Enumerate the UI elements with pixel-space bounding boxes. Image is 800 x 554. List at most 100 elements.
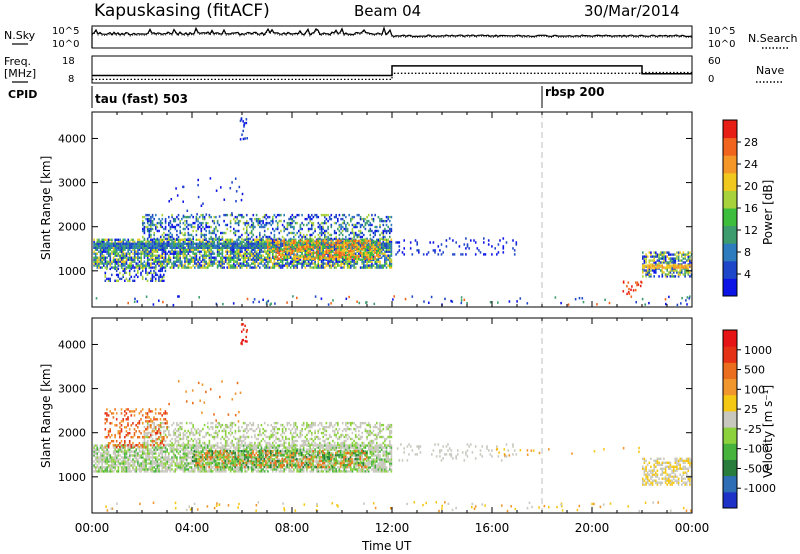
power-pixel xyxy=(677,253,680,256)
power-pixel xyxy=(218,235,220,239)
velocity-pixel xyxy=(103,456,105,459)
power-pixel xyxy=(164,244,167,247)
power-pixel xyxy=(202,266,204,269)
power-pixel xyxy=(250,250,253,253)
power-pixel xyxy=(384,229,386,233)
power-pixel xyxy=(286,258,289,261)
power-pixel xyxy=(137,238,139,241)
power-pixel xyxy=(242,260,245,263)
velocity-pixel xyxy=(106,470,108,473)
power-pixel xyxy=(150,266,152,269)
power-pixel xyxy=(677,257,680,260)
power-pixel xyxy=(143,237,146,241)
power-pixel xyxy=(281,235,284,239)
power-pixel xyxy=(346,249,349,252)
power-pixel xyxy=(114,252,116,255)
power-pixel xyxy=(125,262,128,265)
power-pixel xyxy=(299,233,302,237)
power-pixel xyxy=(228,256,230,259)
power-pixel xyxy=(116,250,118,253)
power-pixel xyxy=(319,241,321,245)
power-pixel xyxy=(233,231,235,235)
power-pixel xyxy=(291,249,293,252)
power-pixel xyxy=(280,213,282,217)
power-pixel xyxy=(281,239,284,243)
power-pixel xyxy=(224,223,227,227)
power-pixel xyxy=(155,266,157,269)
power-pixel xyxy=(363,262,365,265)
power-pixel xyxy=(179,264,181,267)
power-pixel xyxy=(307,227,310,231)
velocity-pixel xyxy=(145,466,147,469)
power-pixel xyxy=(296,245,298,249)
power-pixel xyxy=(249,246,251,249)
power-pixel xyxy=(272,238,274,241)
power-pixel xyxy=(242,244,245,247)
power-pixel xyxy=(98,242,100,245)
power-pixel xyxy=(346,264,349,267)
velocity-pixel xyxy=(124,456,126,459)
power-pixel xyxy=(146,246,149,249)
power-pixel xyxy=(194,246,196,249)
power-pixel xyxy=(233,258,235,261)
power-pixel xyxy=(288,262,290,265)
power-pixel xyxy=(140,273,142,277)
power-pixel xyxy=(377,215,380,219)
power-pixel xyxy=(148,227,151,231)
power-pixel xyxy=(353,235,355,239)
power-pixel xyxy=(114,238,116,241)
power-pixel xyxy=(252,262,255,265)
power-pixel xyxy=(265,223,268,227)
power-pixel xyxy=(151,277,154,281)
velocity-pixel xyxy=(164,470,167,473)
velocity-pixel xyxy=(161,466,164,469)
power-pixel xyxy=(372,219,375,223)
power-pixel xyxy=(281,262,284,265)
power-pixel xyxy=(676,269,678,272)
power-pixel xyxy=(164,227,167,231)
power-pixel xyxy=(259,250,261,253)
power-pixel xyxy=(301,249,303,252)
power-pixel xyxy=(200,233,203,237)
power-pixel xyxy=(208,260,211,263)
power-pixel xyxy=(341,221,344,225)
power-pixel xyxy=(291,245,293,249)
power-pixel xyxy=(249,252,251,255)
power-pixel xyxy=(651,269,654,272)
power-pixel xyxy=(265,252,268,255)
power-pixel xyxy=(265,242,268,245)
power-pixel xyxy=(377,238,380,241)
power-pixel xyxy=(130,266,133,269)
freq-series xyxy=(92,65,692,81)
power-pixel xyxy=(146,279,149,282)
power-pixel xyxy=(228,266,230,269)
power-pixel xyxy=(184,252,186,255)
power-pixel xyxy=(270,231,272,235)
power-pixel xyxy=(187,260,190,263)
power-pixel xyxy=(187,231,190,235)
power-pixel xyxy=(231,238,233,241)
power-pixel xyxy=(246,264,248,267)
power-pixel xyxy=(272,240,274,243)
power-pixel xyxy=(184,256,186,259)
power-pixel xyxy=(351,258,354,261)
power-pixel xyxy=(252,223,255,227)
power-pixel xyxy=(166,244,168,247)
power-pixel xyxy=(101,244,103,247)
power-pixel xyxy=(208,215,211,219)
power-pixel xyxy=(653,251,655,254)
power-pixel xyxy=(151,248,154,251)
power-pixel xyxy=(120,250,123,253)
power-pixel xyxy=(302,241,305,245)
power-pixel xyxy=(255,242,258,245)
power-pixel xyxy=(380,266,383,269)
power-pixel xyxy=(369,260,372,263)
power-pixel xyxy=(337,260,339,263)
power-speck xyxy=(286,301,288,304)
power-pixel xyxy=(130,258,133,261)
power-pixel xyxy=(207,262,209,265)
power-pixel xyxy=(330,217,333,221)
power-pixel xyxy=(299,242,302,245)
power-pixel xyxy=(265,244,268,247)
power-pixel xyxy=(401,251,404,254)
